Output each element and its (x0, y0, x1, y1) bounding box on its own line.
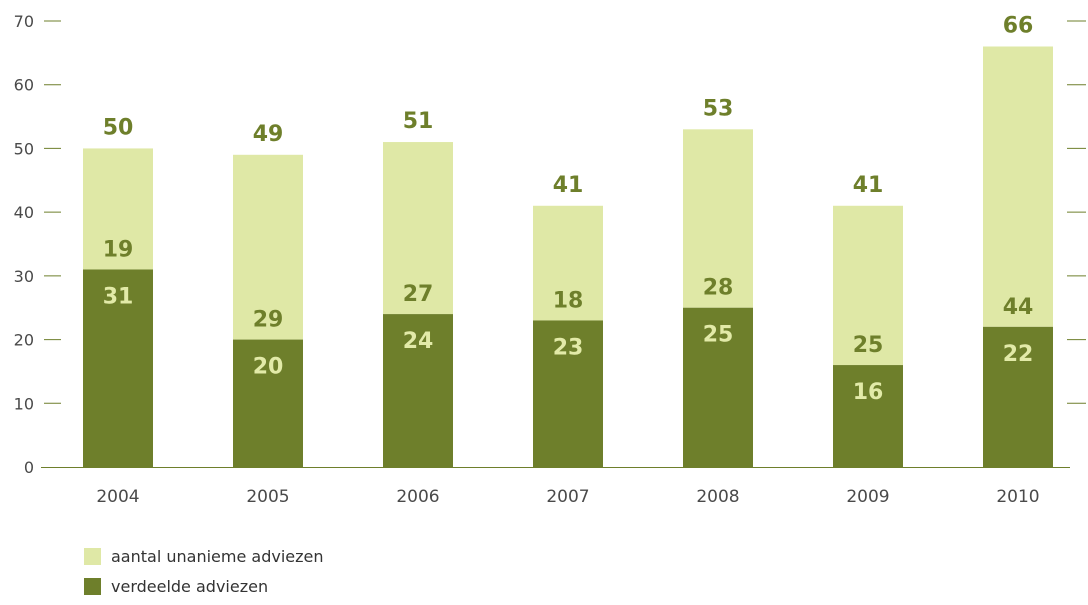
bar-segment-divided (383, 314, 453, 467)
y-tick-label: 40 (14, 203, 34, 222)
bars-group (83, 46, 1053, 467)
y-tick-label: 20 (14, 331, 34, 350)
y-tick-label: 10 (14, 394, 34, 413)
bar-segment-divided-label: 23 (553, 335, 584, 360)
legend: aantal unanieme adviezen verdeelde advie… (84, 545, 324, 605)
x-tick-label: 2007 (546, 487, 589, 507)
bar-total-label: 49 (253, 122, 284, 147)
legend-swatch-divided (84, 577, 101, 595)
y-axis: 0 10 20 30 40 50 60 70 (14, 12, 61, 477)
bar-segment-divided (533, 320, 603, 467)
bar-segment-unanimous-label: 27 (403, 282, 434, 307)
bar-segment-divided-label: 16 (853, 380, 884, 405)
bar-segment-unanimous (833, 205, 903, 366)
bar-segment-divided-label: 24 (403, 329, 434, 354)
bar-segment-unanimous (983, 46, 1053, 327)
bar-segment-divided (233, 339, 303, 467)
legend-label-divided: verdeelde adviezen (111, 576, 269, 596)
bar-total-label: 41 (853, 173, 884, 198)
x-tick-label: 2006 (396, 487, 439, 507)
bar-total-label: 66 (1003, 13, 1034, 38)
x-tick-label: 2009 (846, 487, 889, 507)
y-tick-label: 50 (14, 139, 34, 158)
bar-segment-unanimous (83, 148, 153, 270)
bar-segment-divided-label: 20 (253, 355, 284, 380)
bar-segment-divided (983, 326, 1053, 467)
y-tick-label: 70 (14, 12, 34, 31)
bar-segment-divided-label: 22 (1003, 342, 1034, 367)
x-tick-label: 2010 (996, 487, 1039, 507)
legend-label-unanimous: aantal unanieme adviezen (111, 546, 324, 566)
bar-segment-divided-label: 25 (703, 323, 734, 348)
bar-segment-unanimous-label: 18 (553, 288, 584, 313)
bar-labels-group: 50 19 31 49 29 20 51 27 24 41 18 23 53 28 25 41 25 16 66 44… (103, 13, 1034, 405)
legend-item-divided: verdeelde adviezen (84, 575, 324, 597)
bar-segment-unanimous-label: 25 (853, 333, 884, 358)
bar-segment-divided (83, 269, 153, 467)
legend-swatch-unanimous (84, 547, 101, 565)
y-tick-label: 0 (24, 458, 34, 477)
x-tick-label: 2004 (96, 487, 139, 507)
x-tick-label: 2008 (696, 487, 739, 507)
y-axis-right-ticks (1067, 20, 1086, 404)
bar-segment-divided (833, 365, 903, 467)
bar-segment-unanimous (683, 129, 753, 308)
bar-segment-unanimous (383, 142, 453, 315)
bar-segment-unanimous (533, 205, 603, 321)
bar-segment-unanimous-label: 29 (253, 308, 284, 333)
bar-total-label: 53 (703, 96, 734, 121)
bar-total-label: 51 (403, 109, 434, 134)
bar-total-label: 41 (553, 173, 584, 198)
x-tick-label: 2005 (246, 487, 289, 507)
y-tick-label: 30 (14, 267, 34, 286)
bar-segment-divided (683, 307, 753, 467)
legend-item-unanimous: aantal unanieme adviezen (84, 545, 324, 567)
bar-segment-unanimous (233, 154, 303, 340)
y-tick-label: 60 (14, 76, 34, 95)
bar-segment-divided-label: 31 (103, 284, 134, 309)
bar-segment-unanimous-label: 44 (1003, 295, 1034, 320)
bar-segment-unanimous-label: 19 (103, 237, 134, 262)
bar-segment-unanimous-label: 28 (703, 276, 734, 301)
x-axis: 2004 2005 2006 2007 2008 2009 2010 (41, 467, 1070, 507)
bar-total-label: 50 (103, 115, 134, 140)
